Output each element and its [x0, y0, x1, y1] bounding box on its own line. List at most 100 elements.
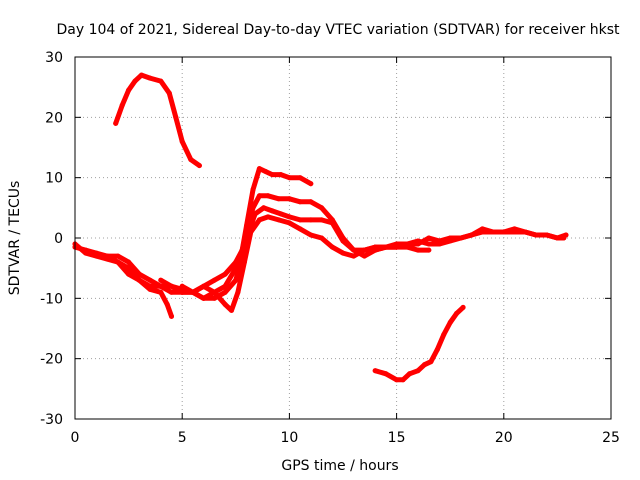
data-point: [479, 226, 485, 232]
y-tick-label: 30: [45, 50, 63, 66]
x-tick-label: 5: [178, 430, 187, 446]
x-tick-label: 0: [71, 430, 80, 446]
y-tick-label: 0: [54, 231, 63, 247]
data-point: [404, 241, 410, 247]
axis-ticks: 0 5 10 15 20 25 30 20 10 0 -10 -20 -30: [40, 50, 620, 446]
data-point: [297, 175, 303, 181]
data-point: [115, 259, 121, 265]
x-axis-label: GPS time / hours: [281, 458, 398, 474]
data-point: [119, 102, 125, 108]
data-point: [512, 226, 517, 232]
data-point: [426, 247, 432, 253]
data-point: [308, 217, 314, 223]
data-point: [169, 313, 174, 319]
data-point: [361, 253, 367, 259]
data-point: [196, 163, 202, 169]
data-point: [158, 78, 164, 84]
data-point: [434, 347, 440, 353]
data-point: [372, 368, 378, 374]
data-point: [383, 244, 389, 250]
data-point: [147, 277, 153, 283]
data-point: [340, 238, 346, 244]
data-point: [169, 283, 174, 289]
data-point: [533, 232, 539, 238]
data-point: [126, 87, 132, 93]
data-point: [169, 289, 174, 295]
data-point: [554, 235, 560, 241]
data-point: [147, 75, 153, 81]
data-point: [132, 78, 138, 84]
data-point: [222, 289, 228, 295]
data-point: [265, 214, 271, 220]
data-point: [147, 283, 153, 289]
y-tick-label: 20: [45, 110, 63, 126]
data-point: [248, 229, 254, 235]
data-point: [490, 229, 496, 235]
data-point: [454, 310, 460, 316]
data-point: [286, 220, 292, 226]
data-point: [158, 289, 164, 295]
data-point: [458, 235, 464, 241]
y-tick-label: -20: [40, 352, 63, 368]
data-point: [233, 277, 239, 283]
data-point: [179, 283, 185, 289]
data-point: [400, 377, 406, 383]
data-point: [308, 232, 314, 238]
data-point: [188, 157, 194, 163]
data-point: [319, 235, 325, 241]
data-point: [126, 271, 132, 277]
data-point: [136, 271, 142, 277]
data-point: [256, 193, 262, 199]
data-point: [286, 175, 292, 181]
data-point: [93, 250, 99, 256]
data-point: [460, 304, 466, 310]
data-point: [201, 283, 207, 289]
data-point: [286, 196, 292, 202]
data-point: [222, 301, 228, 307]
data-point: [415, 368, 421, 374]
data-point: [563, 232, 569, 238]
data-point: [241, 259, 247, 265]
data-point: [437, 241, 442, 247]
data-point: [250, 187, 256, 193]
data-point: [415, 238, 421, 244]
x-tick-label: 15: [388, 430, 406, 446]
y-axis-label: SDTVAR / TECUs: [7, 181, 23, 296]
data-point: [319, 205, 325, 211]
data-point: [261, 205, 267, 211]
data-point: [190, 289, 196, 295]
data-point: [394, 244, 400, 250]
data-point: [544, 232, 550, 238]
data-point: [308, 199, 314, 205]
data-point: [428, 359, 434, 365]
series-line-arc-3: [72, 166, 314, 295]
data-point: [361, 247, 367, 253]
data-point: [329, 220, 335, 226]
data-point: [329, 244, 335, 250]
data-point: [340, 250, 346, 256]
data-point: [256, 166, 262, 172]
data-point: [415, 247, 421, 253]
data-point: [269, 172, 275, 178]
data-point: [469, 232, 475, 238]
data-point: [269, 208, 275, 214]
data-point: [229, 307, 234, 313]
data-point: [235, 289, 241, 295]
data-point: [407, 371, 412, 377]
data-point: [252, 211, 258, 217]
data-point: [164, 301, 170, 307]
data-point: [136, 277, 142, 283]
data-point: [308, 181, 314, 187]
data-point: [166, 90, 172, 96]
data-point: [319, 217, 325, 223]
y-tick-label: -30: [40, 412, 63, 428]
data-point: [286, 214, 292, 220]
x-tick-label: 20: [495, 430, 513, 446]
series-line-arc-1: [113, 72, 202, 169]
data-point: [278, 211, 284, 217]
data-point: [276, 196, 282, 202]
data-point: [522, 229, 528, 235]
data-point: [447, 320, 453, 325]
data-point: [263, 169, 269, 175]
